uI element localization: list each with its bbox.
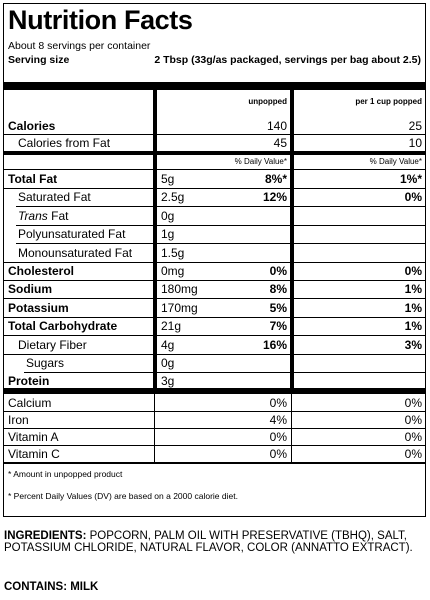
nutrient-amount: 170mg (161, 300, 198, 315)
nutrient-popped-daily-value: 1%* (399, 172, 422, 186)
nutrient-label: Trans Fat (18, 208, 68, 224)
nutrient-label: Cholesterol (8, 264, 75, 278)
serving-size-value: 2 Tbsp (33g/as packaged, servings per ba… (154, 54, 421, 66)
row-divider (4, 134, 425, 135)
nutrient-label: Monounsaturated Fat (18, 245, 133, 260)
nutrient-label: Sodium (8, 282, 52, 297)
nutrition-facts-panel: Nutrition Facts About 8 servings per con… (3, 3, 426, 517)
ingredients-statement: INGREDIENTS: POPCORN, PALM OIL WITH PRES… (4, 530, 424, 554)
nutrient-label-italic: Trans (18, 208, 48, 223)
servings-per-container: About 8 servings per container (8, 40, 151, 52)
calories-popped: 25 (408, 119, 422, 133)
nutrient-label-text: Fat (47, 208, 69, 223)
footnote-daily-value: * Percent Daily Values (DV) are based on… (8, 491, 238, 501)
nutrient-amount: 0mg (161, 264, 185, 278)
nutrient-amount: 2.5g (161, 190, 185, 205)
vitamin-popped-value: 0% (404, 413, 422, 427)
vitamin-label: Calcium (8, 396, 52, 410)
vitamin-unpopped-value: 0% (269, 447, 287, 461)
row-divider (4, 188, 425, 189)
nutrient-daily-value: 16% (262, 337, 287, 352)
nutrient-amount: 3g (161, 374, 175, 389)
vitamin-label: Vitamin A (8, 430, 59, 444)
nutrient-daily-value: 8%* (264, 172, 287, 186)
serving-size-label: Serving size (8, 54, 70, 66)
vitamin-popped-value: 0% (404, 396, 422, 410)
nutrient-amount: 21g (161, 319, 182, 334)
row-divider (4, 298, 425, 300)
calories-from-fat-unpopped: 45 (273, 136, 287, 150)
nutrient-amount: 180mg (161, 282, 198, 297)
panel-title: Nutrition Facts (8, 5, 193, 35)
nutrient-label: Total Carbohydrate (8, 319, 118, 334)
vitamin-popped-value: 0% (404, 447, 422, 461)
nutrient-daily-value: 5% (269, 300, 287, 315)
nutrient-label: Dietary Fiber (18, 337, 87, 352)
nutrient-label: Sugars (26, 356, 65, 370)
nutrient-popped-daily-value: 0% (404, 190, 422, 205)
row-divider (24, 372, 425, 373)
calories-divider (4, 151, 425, 155)
nutrient-daily-value: 7% (269, 319, 287, 334)
column-header-popped: per 1 cup popped (355, 97, 422, 106)
nutrient-label: Saturated Fat (18, 190, 91, 205)
dv-header-unpopped: % Daily Value* (234, 157, 287, 166)
column-divider-left (153, 90, 157, 394)
footnote-amount: * Amount in unpopped product (8, 469, 123, 479)
nutrient-amount: 1.5g (161, 245, 185, 260)
vitamin-unpopped-value: 4% (269, 413, 287, 427)
row-divider (4, 428, 425, 429)
vitamin-label: Vitamin C (8, 447, 60, 461)
row-divider (4, 411, 425, 412)
nutrient-label: Potassium (8, 300, 69, 315)
column-header-unpopped: unpopped (248, 97, 287, 106)
nutrient-label: Total Fat (8, 172, 58, 186)
calories-from-fat-label: Calories from Fat (18, 136, 111, 150)
nutrient-amount: 1g (161, 227, 175, 242)
ingredients-text: POPCORN, PALM OIL WITH PRESERVATIVE (TBH… (4, 530, 413, 554)
nutrient-amount: 0g (161, 208, 175, 223)
row-divider (16, 224, 425, 226)
nutrient-amount: 0g (161, 356, 175, 370)
nutrient-daily-value: 0% (269, 264, 287, 278)
row-divider (4, 316, 425, 318)
row-divider (16, 206, 425, 208)
dv-header-popped: % Daily Value* (369, 157, 422, 166)
vitamin-label: Iron (8, 413, 29, 427)
row-divider (4, 445, 425, 446)
nutrient-popped-daily-value: 1% (404, 300, 422, 315)
row-divider (4, 353, 425, 355)
column-divider-right (290, 90, 294, 394)
nutrient-popped-daily-value: 3% (404, 337, 422, 352)
nutrient-amount: 4g (161, 337, 175, 352)
vitamin-unpopped-value: 0% (269, 430, 287, 444)
nutrient-popped-daily-value: 1% (404, 282, 422, 297)
row-divider (4, 280, 425, 281)
nutrient-label: Polyunsaturated Fat (18, 227, 126, 242)
ingredients-heading: INGREDIENTS: (4, 530, 87, 542)
nutrient-label: Protein (8, 374, 50, 389)
nutrient-daily-value: 8% (269, 282, 287, 297)
footnote-divider (4, 462, 425, 464)
row-divider (4, 169, 425, 170)
nutrient-popped-daily-value: 1% (404, 319, 422, 334)
row-divider (4, 261, 425, 263)
row-divider (4, 335, 425, 337)
vitamin-unpopped-value: 0% (269, 396, 287, 410)
row-divider (16, 243, 425, 245)
vitamins-divider (4, 388, 425, 394)
vitamin-popped-value: 0% (404, 430, 422, 444)
nutrient-popped-daily-value: 0% (404, 264, 422, 278)
header-divider (4, 82, 425, 90)
nutrient-daily-value: 12% (262, 190, 287, 205)
nutrient-amount: 5g (161, 172, 175, 186)
calories-label: Calories (8, 119, 56, 133)
allergen-statement: CONTAINS: MILK (4, 581, 99, 593)
calories-unpopped: 140 (266, 119, 287, 133)
calories-from-fat-popped: 10 (408, 136, 422, 150)
